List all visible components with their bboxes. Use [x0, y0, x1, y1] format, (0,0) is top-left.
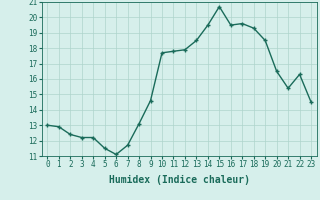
X-axis label: Humidex (Indice chaleur): Humidex (Indice chaleur)	[109, 175, 250, 185]
